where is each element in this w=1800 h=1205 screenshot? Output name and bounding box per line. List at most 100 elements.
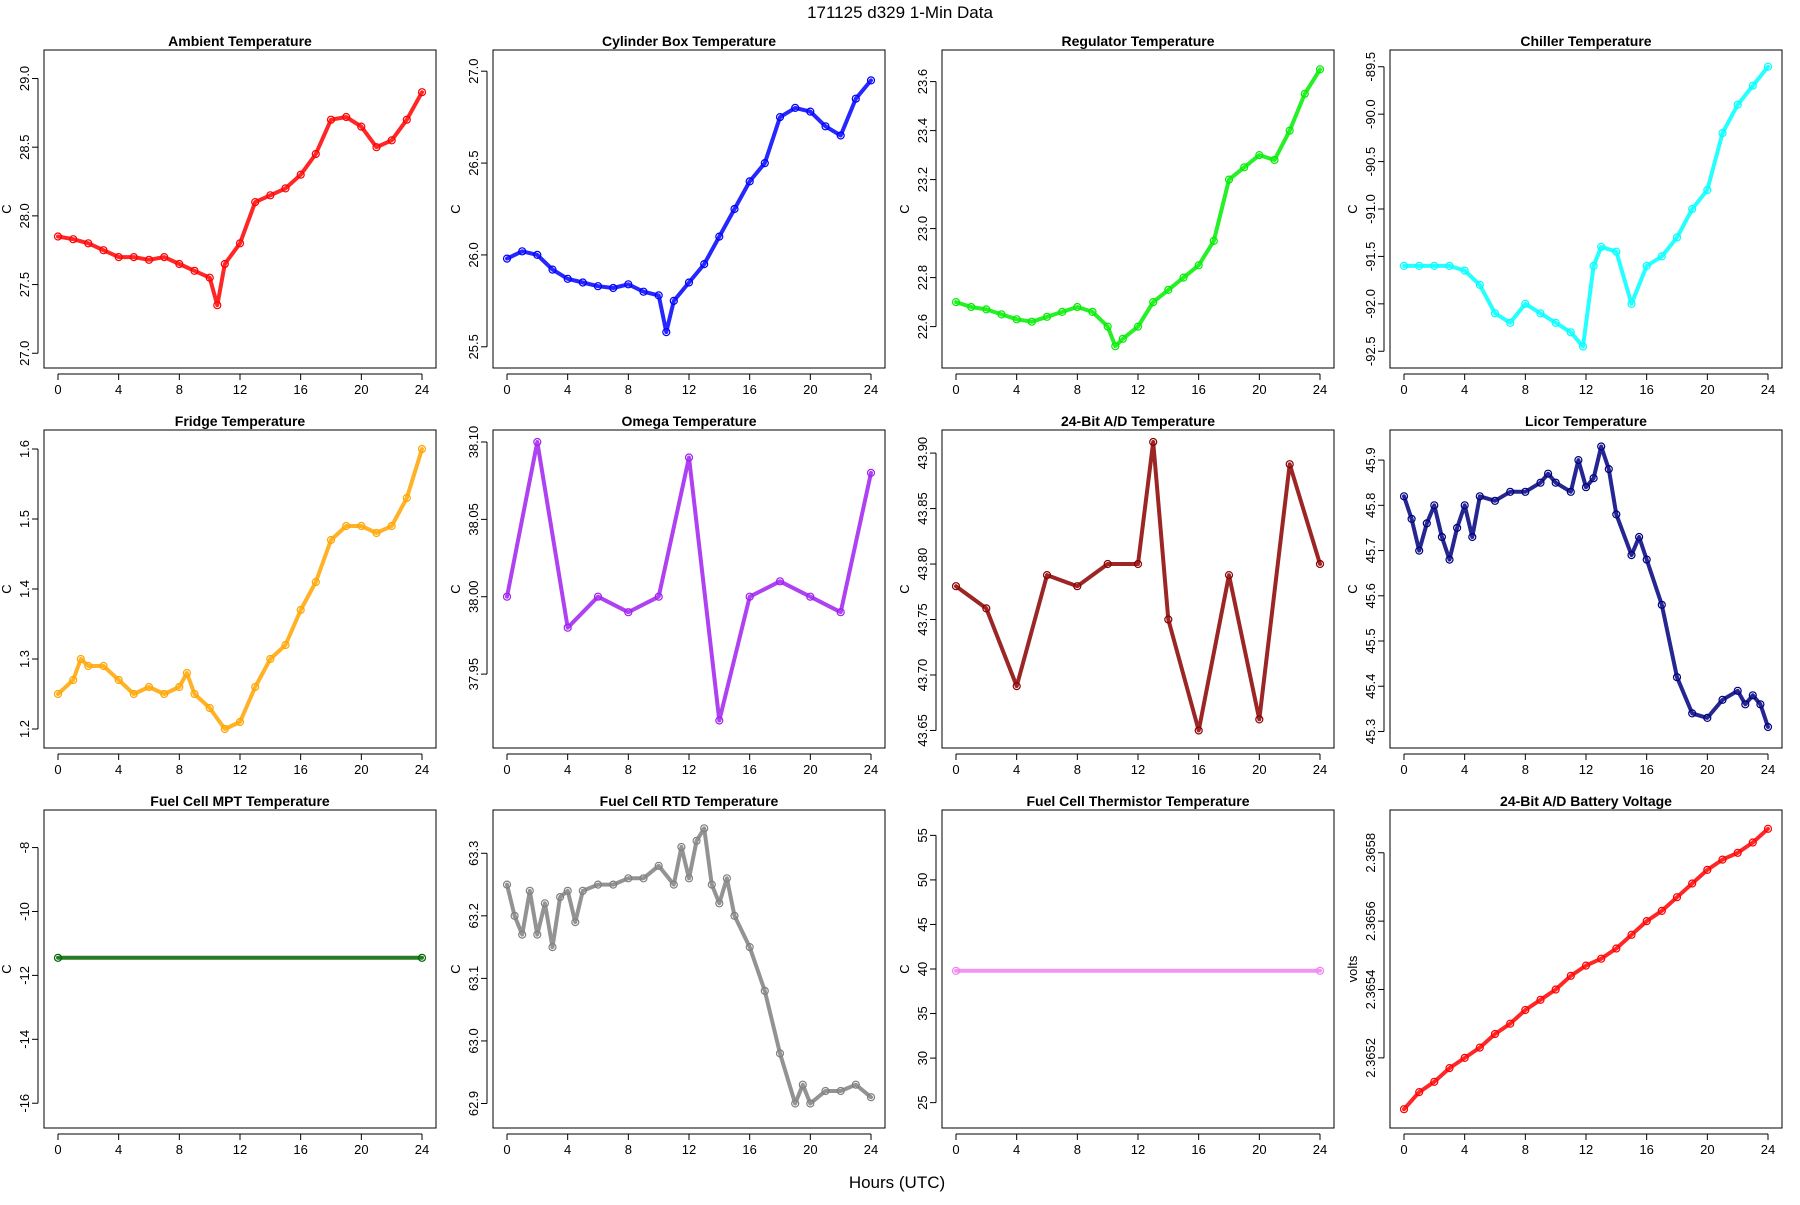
data-point — [1627, 930, 1636, 939]
x-tick-label: 24 — [864, 1142, 878, 1157]
y-tick-label: 26.0 — [466, 242, 481, 267]
y-axis-label: C — [448, 964, 463, 973]
y-tick-label: -16 — [17, 1094, 32, 1113]
data-series — [1399, 442, 1773, 732]
data-point — [1468, 532, 1477, 542]
data-point — [235, 239, 245, 248]
y-tick-label: 63.3 — [466, 841, 481, 866]
data-point — [251, 682, 260, 692]
y-axis-label: C — [0, 964, 14, 973]
y-axis: 25.5 26.0 26.5 27.0 C — [448, 59, 488, 359]
x-tick-label: 0 — [952, 1142, 959, 1157]
data-point — [639, 287, 648, 296]
data-point — [798, 1080, 807, 1089]
x-tick-label: 24 — [1313, 1142, 1327, 1157]
data-point — [1415, 1087, 1424, 1097]
data-point — [213, 301, 222, 310]
y-tick-label: -91.5 — [1363, 242, 1378, 272]
data-point — [372, 143, 381, 152]
panel-12: 24-Bit A/D Battery Voltage 0 4 8 12 16 20 24 2.3… — [1345, 793, 1783, 1157]
y-tick-label: 38.05 — [466, 503, 481, 536]
data-series — [502, 824, 876, 1108]
data-point — [1703, 713, 1712, 723]
data-point — [326, 535, 336, 545]
data-point — [1194, 726, 1203, 735]
y-tick-label: 2.3654 — [1363, 970, 1378, 1010]
data-point — [342, 521, 351, 531]
x-tick-label: 4 — [115, 762, 122, 777]
data-point — [654, 861, 663, 870]
data-point — [1506, 318, 1515, 327]
x-tick-label: 24 — [1761, 762, 1775, 777]
data-point — [624, 608, 633, 617]
data-point — [220, 259, 229, 269]
data-point — [1657, 906, 1666, 916]
data-point — [669, 296, 678, 305]
x-tick-label: 8 — [1074, 382, 1081, 397]
data-point — [1012, 681, 1021, 691]
y-tick-label: 43.75 — [915, 603, 930, 636]
data-point — [525, 886, 534, 895]
x-tick-label: 20 — [1252, 382, 1266, 397]
plot-frame — [1389, 429, 1783, 749]
x-tick-label: 4 — [1461, 382, 1468, 397]
data-point — [1012, 315, 1021, 324]
y-axis: 2.3652 2.3654 2.3656 2.3658 volts — [1345, 833, 1385, 1078]
panel-title: Chiller Temperature — [1520, 33, 1651, 49]
data-series — [1399, 824, 1773, 1114]
panel-title: Fuel Cell MPT Temperature — [150, 793, 330, 809]
data-series — [53, 444, 427, 734]
data-point — [1399, 261, 1409, 270]
y-tick-label: 23.2 — [915, 167, 930, 192]
data-point — [669, 880, 678, 889]
panel-title: Omega Temperature — [621, 413, 756, 429]
data-point — [1445, 555, 1454, 564]
data-point — [1574, 456, 1583, 465]
data-point — [1475, 492, 1484, 501]
plot-frame — [1389, 809, 1783, 1129]
data-point — [775, 1049, 785, 1058]
series-trace — [56, 447, 424, 731]
x-tick-label: 12 — [233, 1142, 247, 1157]
x-axis: 0 4 8 12 16 20 24 — [54, 753, 429, 777]
data-point — [1642, 261, 1651, 270]
x-tick-label: 24 — [1313, 382, 1327, 397]
data-point — [1597, 442, 1606, 451]
data-point — [1756, 700, 1765, 709]
data-point — [1578, 342, 1588, 351]
data-point — [722, 874, 732, 883]
data-point — [1672, 673, 1682, 682]
data-point — [997, 310, 1006, 319]
x-tick-label: 8 — [1522, 382, 1529, 397]
y-tick-label: 63.0 — [466, 1028, 481, 1053]
x-tick-label: 16 — [1639, 382, 1653, 397]
data-point — [114, 253, 123, 262]
x-tick-label: 8 — [176, 762, 183, 777]
y-tick-label: -92.0 — [1363, 289, 1378, 319]
data-point — [548, 942, 557, 952]
data-point — [1042, 570, 1052, 580]
data-point — [1703, 185, 1712, 195]
x-tick-label: 24 — [415, 382, 429, 397]
data-point — [266, 654, 275, 664]
x-tick-label: 24 — [864, 762, 878, 777]
data-point — [175, 259, 184, 269]
y-tick-label: -91.0 — [1363, 194, 1378, 224]
data-point — [1536, 995, 1545, 1004]
x-tick-label: 0 — [1400, 382, 1407, 397]
x-tick-label: 24 — [415, 1142, 429, 1157]
data-point — [510, 911, 519, 920]
y-tick-label: 43.80 — [915, 548, 930, 581]
y-tick-label: -90.0 — [1363, 99, 1378, 129]
panel-title: Licor Temperature — [1525, 413, 1647, 429]
data-point — [1133, 559, 1143, 569]
x-axis: 0 4 8 12 16 20 24 — [952, 1133, 1327, 1157]
y-tick-label: 45.4 — [1363, 674, 1378, 699]
y-axis: -16 -14 -12 -10 -8 C — [0, 842, 39, 1113]
y-tick-label: 23.0 — [915, 216, 930, 241]
x-tick-label: 16 — [1191, 1142, 1205, 1157]
y-tick-label: 45.8 — [1363, 493, 1378, 518]
data-point — [1581, 483, 1591, 492]
data-point — [821, 1086, 830, 1096]
series-trace — [505, 78, 873, 335]
